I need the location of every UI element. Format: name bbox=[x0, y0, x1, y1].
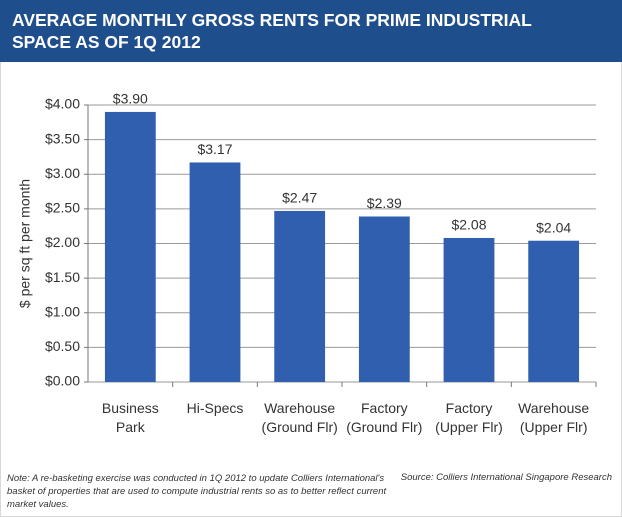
value-label: $2.08 bbox=[451, 217, 486, 233]
y-tick-label: $3.00 bbox=[45, 165, 80, 181]
y-tick-label: $3.50 bbox=[45, 130, 80, 146]
bar bbox=[528, 240, 580, 382]
y-axis-label: $ per sq ft per month bbox=[17, 179, 33, 308]
chart: $0.00 $0.50 $1.00 $1.50 $2.00 $2.50 $3.00 $3.50… bbox=[17, 91, 597, 389]
bar bbox=[443, 237, 495, 382]
chart-title: AVERAGE MONTHLY GROSS RENTS FOR PRIME IN… bbox=[12, 10, 532, 52]
bar bbox=[104, 111, 156, 383]
y-tick-label: $1.00 bbox=[45, 303, 80, 319]
x-tick-label: Hi-Specs bbox=[186, 400, 244, 416]
y-tick-label: $0.50 bbox=[45, 338, 80, 354]
x-tick-label: Factory (Upper Flr) bbox=[435, 400, 503, 435]
x-tick-label: Business Park bbox=[101, 400, 159, 435]
value-label: $2.04 bbox=[536, 219, 571, 235]
title-banner: AVERAGE MONTHLY GROSS RENTS FOR PRIME IN… bbox=[0, 0, 622, 62]
source: Source: Colliers International Singapore… bbox=[400, 472, 612, 483]
y-tick-label: $2.50 bbox=[45, 200, 80, 216]
bar bbox=[358, 216, 410, 382]
x-tick-label: Factory (Ground Flr) bbox=[346, 400, 423, 435]
y-tick-label: $2.00 bbox=[45, 234, 80, 250]
x-tick-label: Warehouse (Upper Flr) bbox=[518, 400, 590, 435]
bar bbox=[274, 210, 326, 382]
bar bbox=[189, 162, 241, 382]
y-tick-label: $1.50 bbox=[45, 269, 80, 285]
note: Note: A re-basketing exercise was conduc… bbox=[7, 473, 387, 510]
value-label: $3.17 bbox=[197, 141, 232, 157]
value-label: $3.90 bbox=[113, 91, 148, 107]
y-tick-label: $0.00 bbox=[45, 373, 80, 389]
x-tick-label: Warehouse (Ground Flr) bbox=[261, 400, 338, 435]
y-tick-label: $4.00 bbox=[45, 96, 80, 112]
value-label: $2.39 bbox=[367, 195, 402, 211]
value-label: $2.47 bbox=[282, 190, 317, 206]
